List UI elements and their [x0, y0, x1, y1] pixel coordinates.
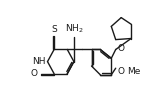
Text: S: S: [51, 25, 57, 34]
Text: NH$_2$: NH$_2$: [65, 23, 83, 35]
Text: NH: NH: [32, 57, 45, 66]
Text: O: O: [118, 67, 125, 76]
Text: O: O: [31, 69, 38, 78]
Text: O: O: [118, 44, 125, 53]
Text: Me: Me: [127, 67, 140, 76]
